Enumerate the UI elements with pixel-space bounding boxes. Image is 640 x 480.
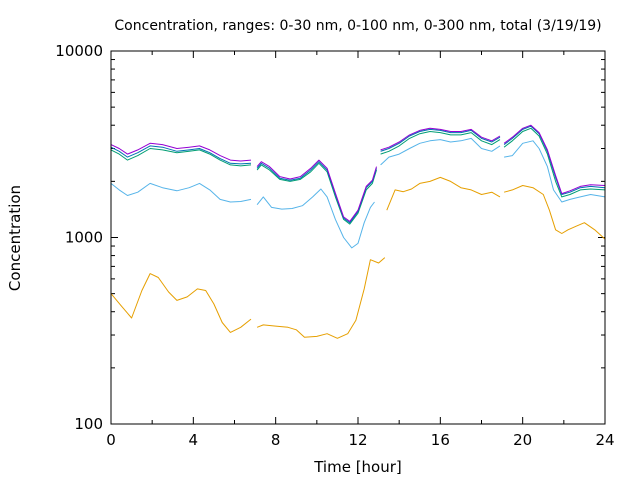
x-tick-label: 12 [348,431,367,449]
series-line [256,188,375,249]
x-tick-label: 16 [431,431,450,449]
series-line [380,137,501,166]
x-axis-label: Time [hour] [313,458,402,476]
series-line [110,273,252,333]
series-1 [110,176,606,339]
plot-frame [110,50,606,425]
series-layer [110,124,606,339]
chart-title: Concentration, ranges: 0-30 nm, 0-100 nm… [114,18,601,34]
series-line [110,142,252,162]
series-3 [110,127,606,225]
series-line [380,128,501,152]
y-tick-label: 1000 [65,229,103,247]
series-line [256,161,377,224]
series-line [503,125,606,195]
series-2 [110,137,606,249]
x-tick-label: 8 [271,431,281,449]
x-tick-label: 0 [106,431,116,449]
series-line [380,131,501,155]
series-line [503,124,606,195]
series-4 [110,125,606,224]
series-line [110,148,252,167]
series-line [386,176,501,211]
series-line [110,182,252,203]
series-line [503,185,606,240]
x-tick-label: 24 [595,431,614,449]
axis-ticks: 0 4 8 12 16 20 24 100 1000 10000 [55,42,614,449]
y-tick-label: 10000 [55,42,103,60]
x-tick-label: 20 [513,431,532,449]
y-axis-label: Concentration [6,185,24,291]
series-line [380,127,501,151]
series-line [504,140,606,203]
series-line [256,257,386,339]
series-line [503,127,606,198]
series-line [256,159,377,222]
y-tick-label: 100 [74,415,103,433]
series-line [110,145,252,165]
x-tick-label: 4 [189,431,199,449]
series-line [256,162,377,225]
series-5 [110,124,606,222]
